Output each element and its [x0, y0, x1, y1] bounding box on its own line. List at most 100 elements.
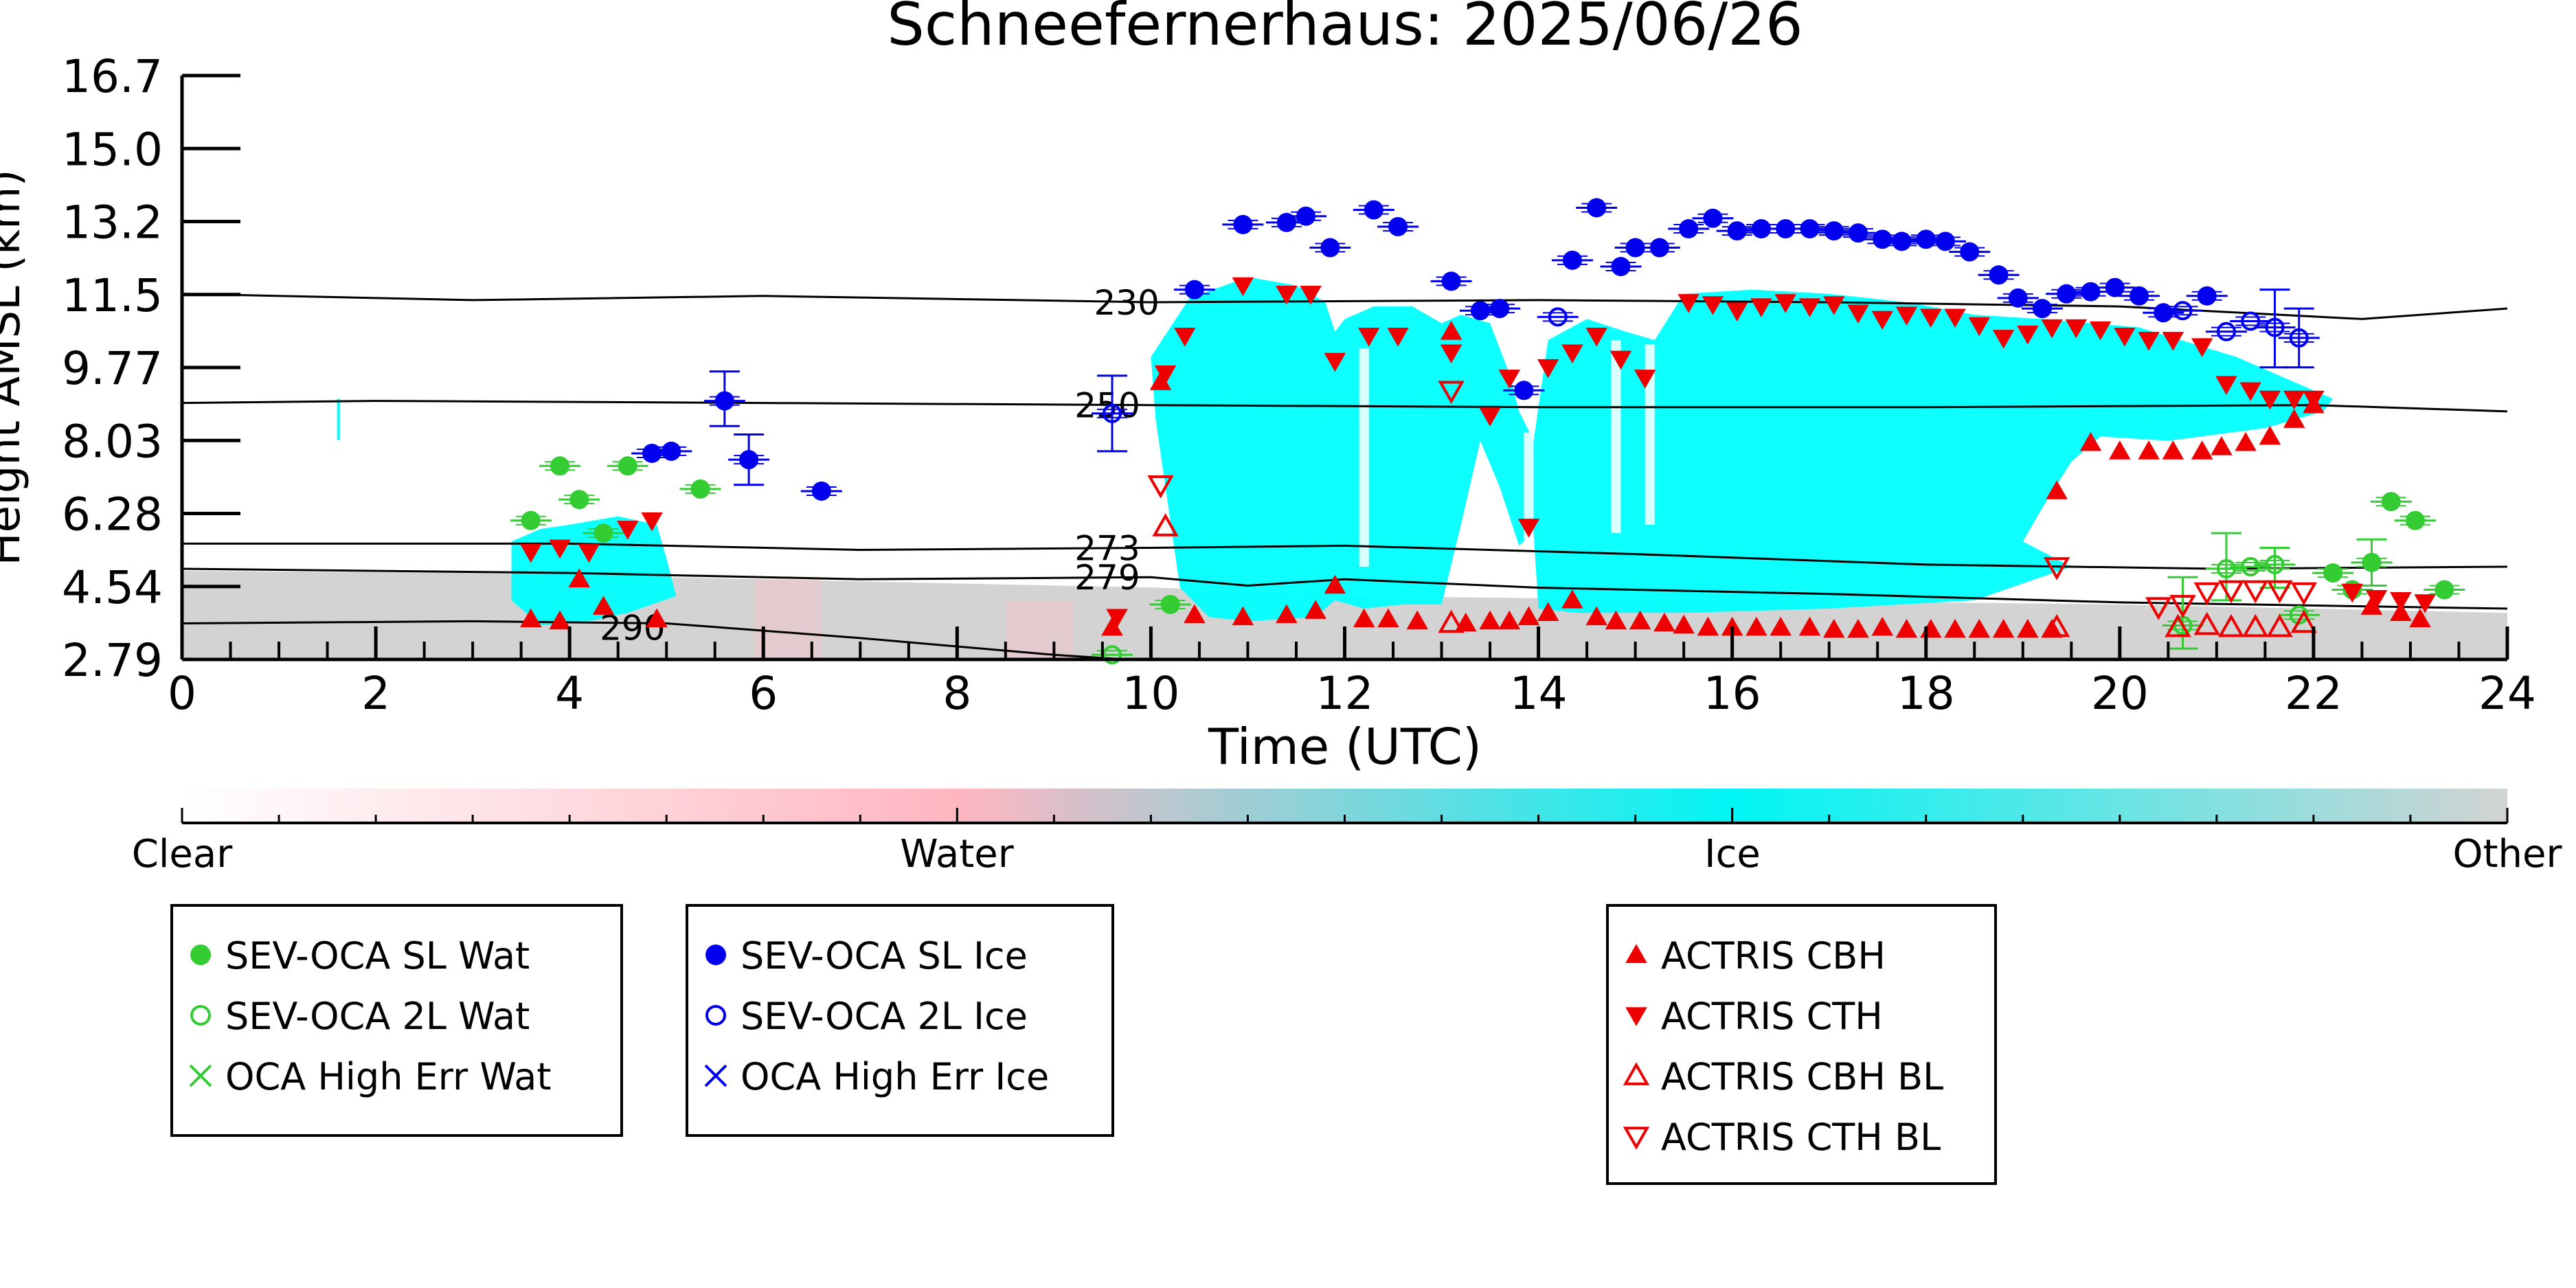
legend-label: SEV-OCA SL Wat — [225, 934, 530, 978]
actris-cth-point — [2089, 321, 2112, 341]
actris-cth-point — [520, 543, 542, 563]
legend-label: SEV-OCA 2L Ice — [741, 995, 1028, 1038]
actris-cbh-point — [1871, 616, 1894, 636]
actris-cth-point — [1895, 306, 1918, 326]
actris-cbh-point — [2079, 431, 2102, 451]
actris-cbh-point — [1968, 618, 1991, 638]
actris-cth-point — [1537, 359, 1559, 379]
sev-oca-sl-ice-point — [2033, 299, 2052, 319]
x-tick-label: 14 — [1510, 667, 1568, 720]
sev-oca-sl-ice-point — [1320, 238, 1340, 258]
actris-cbh-point — [2235, 431, 2257, 451]
actris-cbh-point — [1276, 604, 1298, 624]
sev-oca-sl-ice-point — [1935, 231, 1955, 251]
actris-cbh-bl-point — [2242, 613, 2269, 637]
actris-cth-point — [1154, 365, 1177, 385]
sev-oca-sl-ice-point — [2008, 288, 2028, 308]
actris-cbh-point — [2046, 480, 2068, 499]
x-tick-label: 18 — [1897, 667, 1955, 720]
actris-cth-point — [2303, 390, 2325, 410]
actris-cth-point — [1847, 304, 1869, 324]
sev-oca-2l-wat-point — [2265, 554, 2285, 574]
actris-cth-point — [1774, 294, 1796, 313]
actris-cbh-bl-point — [2290, 609, 2318, 633]
legend-label: OCA High Err Ice — [741, 1055, 1049, 1098]
sev-oca-sl-wat-point — [2434, 580, 2454, 600]
actris-cth-point — [2215, 376, 2237, 395]
actris-cth-point — [617, 521, 639, 540]
x-tick-label: 22 — [2285, 667, 2342, 720]
actris-cth-point — [2017, 325, 2039, 345]
sev-oca-2l-ice-point — [2265, 317, 2285, 337]
legend-box — [686, 904, 1114, 1137]
colorbar-label-clear: Clear — [132, 832, 233, 877]
sev-oca-sl-ice-point — [811, 481, 831, 501]
actris-cth-bl-point — [2169, 595, 2196, 618]
actris-cth-bl-point — [2242, 580, 2269, 604]
actris-cth-point — [1702, 296, 1724, 315]
actris-cbh-point — [1353, 608, 1375, 628]
actris-cbh-point — [2259, 425, 2281, 445]
actris-cbh-point — [2017, 618, 2039, 638]
actris-cth-point — [1232, 277, 1254, 297]
actris-cth-point — [2259, 390, 2281, 410]
y-tick-label: 9.77 — [62, 342, 163, 395]
actris-cbh-point — [1537, 602, 1559, 621]
sev-oca-sl-ice-point — [1276, 212, 1296, 232]
y-tick-label: 8.03 — [62, 415, 163, 468]
y-tick-label: 2.79 — [62, 634, 163, 687]
data-markers — [520, 198, 2454, 665]
legend-marker — [190, 1005, 211, 1026]
actris-cbh-point — [1232, 606, 1254, 626]
legend-marker — [1623, 1062, 1650, 1085]
sev-oca-sl-wat-point — [690, 479, 710, 499]
actris-cth-point — [1634, 370, 1656, 389]
legend-label: ACTRIS CTH BL — [1661, 1116, 1941, 1159]
actris-cbh-point — [1517, 606, 1540, 626]
actris-cbh-point — [2409, 608, 2431, 628]
actris-cth-point — [2390, 592, 2412, 611]
y-tick-label: 11.5 — [62, 269, 163, 322]
actris-cbh-point — [1304, 600, 1326, 619]
legend-marker — [705, 1005, 726, 1026]
actris-cbh-point — [1406, 610, 1429, 630]
sev-oca-sl-wat-point — [594, 523, 613, 543]
sev-oca-sl-wat-point — [2381, 492, 2401, 512]
actris-cbh-point — [1184, 604, 1206, 624]
actris-cbh-point — [1992, 618, 2015, 638]
contour-label: 279 — [1074, 558, 1140, 598]
water-mask-region — [1005, 600, 1074, 659]
sev-oca-sl-wat-point — [618, 456, 637, 476]
actris-cth-point — [2191, 338, 2213, 357]
sev-oca-sl-ice-point — [1233, 214, 1253, 234]
sev-oca-sl-ice-point — [739, 450, 759, 470]
sev-oca-sl-ice-point — [1562, 250, 1582, 270]
sev-oca-sl-ice-point — [1679, 219, 1699, 239]
actris-cth-point — [1440, 344, 1462, 364]
sev-oca-2l-wat-point — [2216, 559, 2236, 579]
legend-label: OCA High Err Wat — [225, 1055, 552, 1098]
actris-cbh-point — [549, 610, 571, 630]
contour-label: 273 — [1074, 528, 1140, 568]
colorbar: Clear Water Ice Other — [132, 789, 2562, 877]
legend-marker — [189, 1064, 212, 1087]
actris-cbh-point — [1673, 614, 1695, 634]
legend-marker-stroke — [189, 1064, 212, 1087]
actris-cbh-bl-point — [2165, 613, 2191, 637]
clear-gap — [1359, 348, 1369, 567]
actris-cbh-point — [1585, 606, 1607, 626]
actris-cbh-point — [1721, 616, 1743, 636]
sev-oca-2l-ice-point — [2289, 328, 2309, 348]
x-tick-label: 2 — [361, 667, 390, 720]
contour-label: 230 — [1094, 283, 1159, 323]
sev-oca-sl-ice-point — [1441, 271, 1461, 291]
actris-cbh-point — [1823, 618, 1845, 638]
sev-oca-sl-ice-point — [2081, 282, 2101, 302]
actris-cbh-point — [1697, 616, 1719, 636]
contour-line — [182, 293, 2507, 320]
sev-oca-sl-ice-point — [1960, 242, 1980, 262]
ice-mask-region — [1151, 277, 2334, 622]
actris-cbh-point — [1479, 610, 1501, 630]
actris-cth-point — [1823, 296, 1845, 315]
